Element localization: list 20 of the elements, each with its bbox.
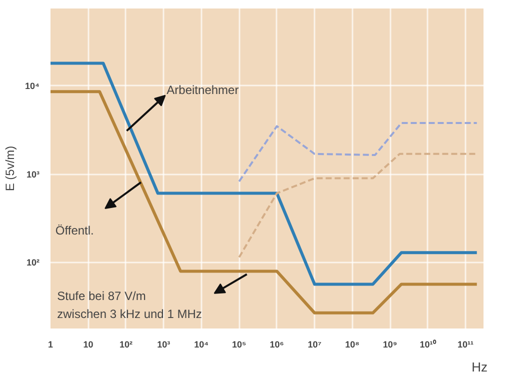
x-tick-label: 10⁶ bbox=[270, 340, 284, 350]
y-axis-title: E (5v/m) bbox=[3, 146, 18, 192]
y-tick-label: 10² bbox=[26, 258, 40, 268]
x-tick-label: 10⁸ bbox=[345, 340, 360, 350]
x-tick-label: 10³ bbox=[157, 340, 170, 350]
x-tick-label: 10 bbox=[83, 340, 94, 350]
x-tick-label: 1 bbox=[48, 340, 54, 350]
y-tick-label: 10⁴ bbox=[25, 80, 40, 91]
x-tick-label: 10² bbox=[119, 340, 132, 350]
x-tick-label: 10⁷ bbox=[308, 340, 322, 350]
x-tick-label: 10⁹ bbox=[382, 340, 398, 350]
annotation: Arbeitnehmer bbox=[166, 82, 239, 97]
x-tick-label: 10¹¹ bbox=[457, 340, 474, 350]
annotation: Öffentl. bbox=[55, 224, 94, 238]
x-axis-title: Hz bbox=[472, 360, 488, 374]
annotation: Stufe bei 87 V/m zwischen 3 kHz und 1 MHz bbox=[57, 288, 202, 321]
x-tick-label: 10⁴ bbox=[194, 340, 209, 350]
y-tick-label: 10³ bbox=[26, 169, 40, 180]
x-tick-label: 10⁵ bbox=[232, 340, 246, 350]
x-tick-label: 10¹⁰ bbox=[420, 340, 437, 350]
